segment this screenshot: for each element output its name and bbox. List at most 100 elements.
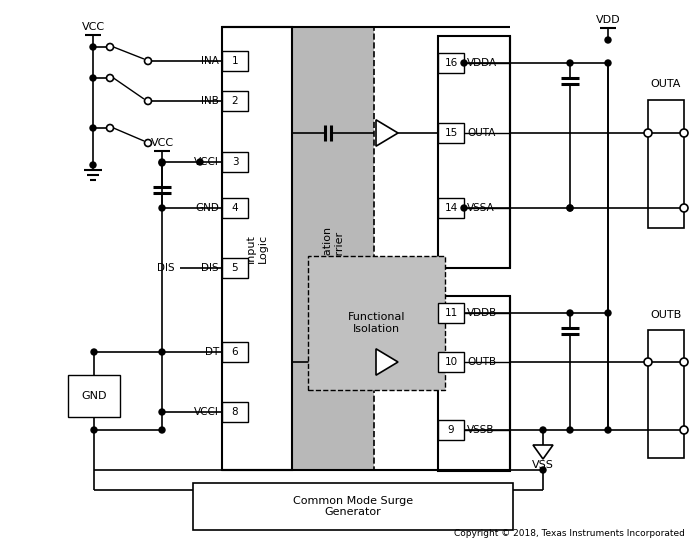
Circle shape [567,205,573,211]
Bar [222,152,248,172]
Text: 3: 3 [232,157,238,167]
Bar [222,258,248,278]
Text: VDDB: VDDB [467,308,497,318]
Circle shape [644,129,652,137]
Text: Functional
Isolation: Functional Isolation [348,312,406,334]
Bar [193,483,513,530]
Circle shape [90,162,96,168]
Text: VDDA: VDDA [467,58,497,68]
Text: INB: INB [201,96,219,106]
Bar [292,27,374,470]
Bar [222,91,248,111]
Text: DIS: DIS [202,263,219,273]
Circle shape [540,467,546,473]
Text: 14: 14 [445,203,458,213]
Text: 16: 16 [445,58,458,68]
Bar [222,51,248,71]
Text: OUTB: OUTB [467,357,496,367]
Text: DT: DT [205,347,219,357]
Bar [438,420,464,440]
Circle shape [644,358,652,366]
Circle shape [567,205,573,211]
Text: DIS: DIS [157,263,175,273]
Bar [438,296,510,471]
Polygon shape [376,120,398,146]
Bar [222,342,248,362]
Text: 2: 2 [232,96,238,106]
Text: VDD: VDD [595,15,621,25]
Circle shape [159,205,165,211]
Circle shape [90,125,96,131]
Circle shape [567,60,573,66]
Circle shape [605,37,611,43]
Text: OUTB: OUTB [651,310,682,320]
Text: Isolation
Barrier: Isolation Barrier [322,225,344,272]
Bar [648,330,684,458]
Text: 4: 4 [232,203,238,213]
Bar [68,375,120,417]
Bar [222,402,248,422]
Circle shape [144,140,151,147]
Text: GND: GND [195,203,219,213]
Bar [308,256,445,390]
Circle shape [567,310,573,316]
Circle shape [605,427,611,433]
Circle shape [680,204,688,212]
Text: 8: 8 [232,407,238,417]
Circle shape [90,75,96,81]
Circle shape [107,75,114,82]
Bar [438,198,464,218]
Circle shape [605,310,611,316]
Text: Input
Logic: Input Logic [246,234,268,263]
Circle shape [144,57,151,64]
Circle shape [90,44,96,50]
Bar [438,303,464,323]
Text: 15: 15 [445,128,458,138]
Text: VCC: VCC [151,138,174,148]
Text: GND: GND [81,391,107,401]
Circle shape [144,97,151,104]
Text: OUTA: OUTA [467,128,496,138]
Bar [648,100,684,228]
Circle shape [680,426,688,434]
Text: 9: 9 [447,425,454,435]
Circle shape [461,60,467,66]
Text: VSSA: VSSA [467,203,495,213]
Text: 1: 1 [232,56,238,66]
Circle shape [159,427,165,433]
Circle shape [159,160,165,166]
Text: INA: INA [201,56,219,66]
Text: 11: 11 [445,308,458,318]
Circle shape [680,129,688,137]
Circle shape [567,427,573,433]
Text: OUTA: OUTA [651,79,681,89]
Polygon shape [376,349,398,375]
Text: Copyright © 2018, Texas Instruments Incorporated: Copyright © 2018, Texas Instruments Inco… [454,530,685,538]
Bar [438,352,464,372]
Polygon shape [533,445,553,459]
Bar [222,27,292,470]
Bar [438,53,464,73]
Text: Common Mode Surge
Generator: Common Mode Surge Generator [293,496,413,517]
Circle shape [159,409,165,415]
Text: 6: 6 [232,347,238,357]
Text: VCC: VCC [82,22,105,32]
Bar [438,123,464,143]
Text: VCCI: VCCI [194,407,219,417]
Text: VSS: VSS [532,460,554,470]
Circle shape [159,349,165,355]
Circle shape [680,358,688,366]
Circle shape [159,159,165,165]
Circle shape [91,349,97,355]
Text: 5: 5 [232,263,238,273]
Circle shape [540,427,546,433]
Text: 10: 10 [445,357,458,367]
Circle shape [461,205,467,211]
Circle shape [197,159,203,165]
Bar [438,36,510,268]
Text: VCCI: VCCI [194,157,219,167]
Circle shape [91,427,97,433]
Circle shape [605,60,611,66]
Circle shape [107,124,114,131]
Circle shape [107,43,114,50]
